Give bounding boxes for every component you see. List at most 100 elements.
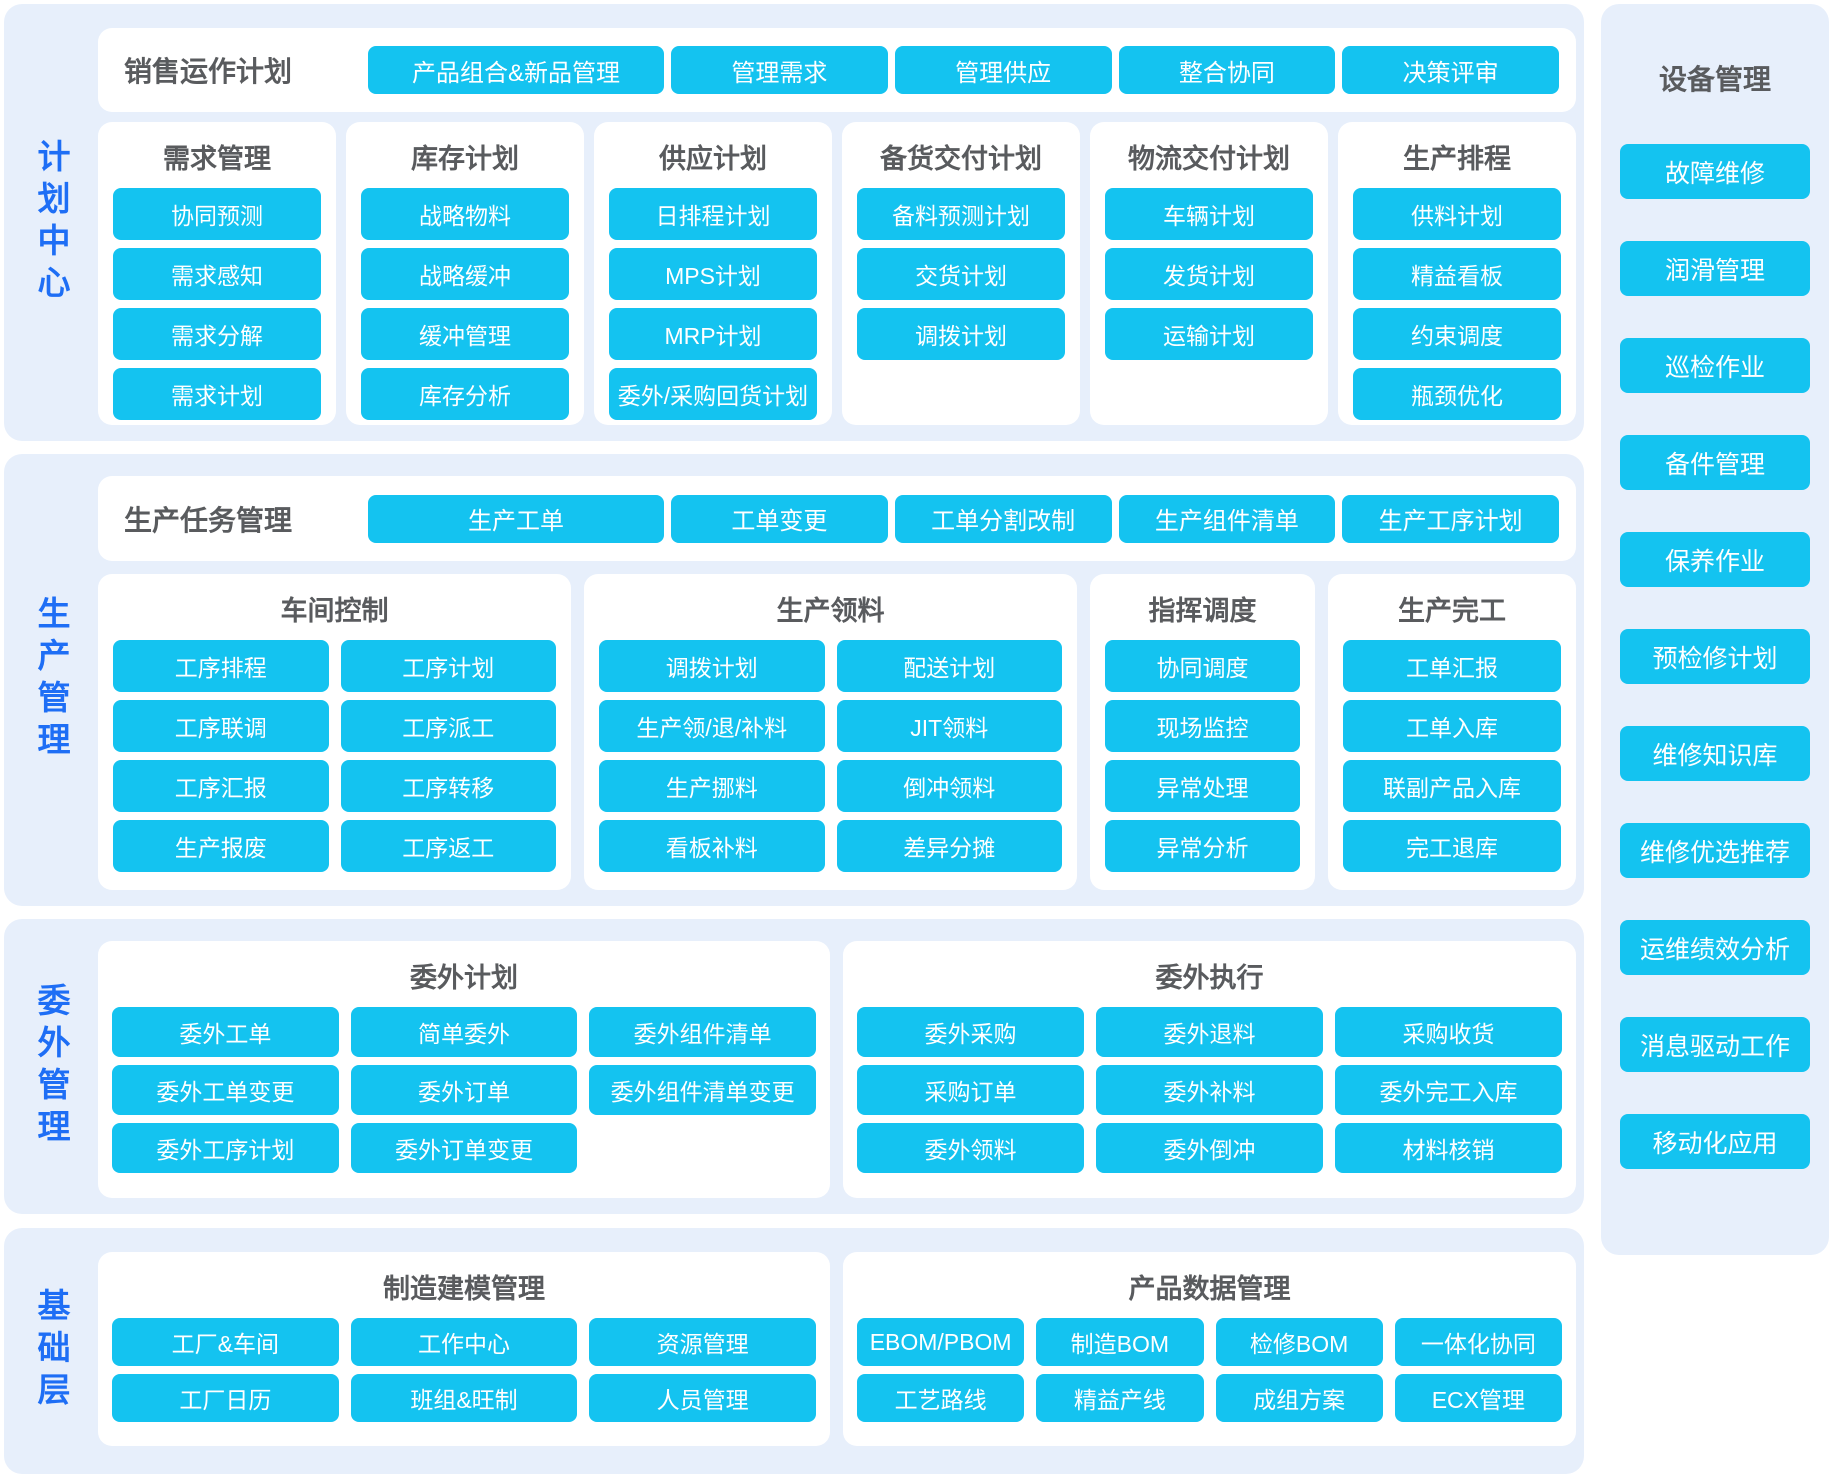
module-button[interactable]: 委外订单 [350, 1065, 578, 1115]
module-button[interactable]: 班组&旺制 [350, 1374, 578, 1422]
module-button[interactable]: 一体化协同 [1394, 1318, 1562, 1366]
module-button[interactable]: 运维绩效分析 [1620, 920, 1810, 975]
module-button[interactable]: 巡检作业 [1620, 338, 1810, 393]
module-button[interactable]: 倒冲领料 [836, 760, 1062, 812]
module-button[interactable]: 委外退料 [1096, 1007, 1323, 1057]
module-button[interactable]: 发货计划 [1105, 248, 1313, 300]
module-button[interactable]: 需求感知 [113, 248, 321, 300]
module-button[interactable]: 成组方案 [1215, 1374, 1383, 1422]
module-button[interactable]: 车辆计划 [1105, 188, 1313, 240]
module-button[interactable]: 工厂&车间 [112, 1318, 339, 1366]
module-button[interactable]: 交货计划 [857, 248, 1065, 300]
module-button[interactable]: 工序转移 [340, 760, 556, 812]
module-button[interactable]: 预检修计划 [1620, 629, 1810, 684]
module-button[interactable]: 润滑管理 [1620, 241, 1810, 296]
module-button[interactable]: 备件管理 [1620, 435, 1810, 490]
module-button[interactable]: 战略缓冲 [361, 248, 569, 300]
module-button[interactable]: 委外工单 [112, 1007, 339, 1057]
module-button[interactable]: 材料核销 [1335, 1123, 1562, 1173]
module-button[interactable]: 工单变更 [671, 494, 888, 543]
module-button[interactable]: 库存分析 [361, 368, 569, 420]
module-button[interactable]: 生产挪料 [599, 760, 825, 812]
module-button[interactable]: 需求分解 [113, 308, 321, 360]
module-button[interactable]: 约束调度 [1353, 308, 1561, 360]
module-button[interactable]: 调拨计划 [857, 308, 1065, 360]
module-button[interactable]: 委外/采购回货计划 [609, 368, 817, 420]
module-button[interactable]: MRP计划 [609, 308, 817, 360]
planning-columns-row: 需求管理 协同预测 需求感知 需求分解 需求计划 库存计划 战略物料 战略缓冲 缓冲管理库… [98, 122, 1576, 425]
module-button[interactable]: 检修BOM [1215, 1318, 1383, 1366]
module-button[interactable]: 委外工单变更 [112, 1065, 339, 1115]
module-button[interactable]: 维修优选推荐 [1620, 823, 1810, 878]
module-button[interactable]: 差异分摊 [836, 820, 1062, 872]
module-button[interactable]: 委外订单变更 [350, 1123, 578, 1173]
module-button[interactable]: 瓶颈优化 [1353, 368, 1561, 420]
module-button[interactable]: 委外采购 [857, 1007, 1084, 1057]
panel-demand-management: 需求管理 协同预测 需求感知 需求分解 需求计划 [98, 122, 336, 425]
module-button[interactable]: 采购收货 [1335, 1007, 1562, 1057]
module-button[interactable]: EBOM/PBOM [857, 1318, 1025, 1366]
module-button[interactable]: 异常分析 [1105, 820, 1300, 872]
module-button[interactable]: 委外倒冲 [1096, 1123, 1323, 1173]
module-button[interactable]: 人员管理 [589, 1374, 816, 1422]
module-button[interactable]: 工序派工 [340, 700, 556, 752]
module-button[interactable]: ECX管理 [1394, 1374, 1562, 1422]
module-button[interactable]: 故障维修 [1620, 144, 1810, 199]
module-button[interactable]: JIT领料 [836, 700, 1062, 752]
module-button[interactable]: 工单入库 [1343, 700, 1561, 752]
module-button[interactable]: 保养作业 [1620, 532, 1810, 587]
module-button[interactable]: 委外组件清单变更 [589, 1065, 816, 1115]
module-button[interactable]: 现场监控 [1105, 700, 1300, 752]
module-button[interactable]: 消息驱动工作 [1620, 1017, 1810, 1072]
module-button[interactable]: 日排程计划 [609, 188, 817, 240]
module-button[interactable]: 精益看板 [1353, 248, 1561, 300]
module-button[interactable]: 战略物料 [361, 188, 569, 240]
module-button[interactable]: 委外领料 [857, 1123, 1084, 1173]
module-button[interactable]: 联副产品入库 [1343, 760, 1561, 812]
module-button[interactable]: 工单汇报 [1343, 640, 1561, 692]
module-button[interactable]: 调拨计划 [599, 640, 825, 692]
module-button[interactable]: 生产领/退/补料 [599, 700, 825, 752]
module-button[interactable]: 管理需求 [671, 46, 888, 94]
module-button[interactable]: 产品组合&新品管理 [368, 46, 664, 94]
module-button[interactable]: 供料计划 [1353, 188, 1561, 240]
module-button[interactable]: 委外工序计划 [112, 1123, 339, 1173]
module-button[interactable]: 工序排程 [113, 640, 329, 692]
module-button[interactable]: 委外组件清单 [589, 1007, 816, 1057]
module-button[interactable]: 简单委外 [350, 1007, 578, 1057]
module-button[interactable]: 工序返工 [340, 820, 556, 872]
module-button[interactable]: 生产报废 [113, 820, 329, 872]
module-button[interactable]: 需求计划 [113, 368, 321, 420]
module-button[interactable]: 协同预测 [113, 188, 321, 240]
module-button[interactable]: 异常处理 [1105, 760, 1300, 812]
module-button[interactable]: 工单分割改制 [894, 494, 1112, 543]
module-button[interactable]: 移动化应用 [1620, 1114, 1810, 1169]
module-button[interactable]: 运输计划 [1105, 308, 1313, 360]
module-button[interactable]: 看板补料 [599, 820, 825, 872]
module-button[interactable]: 生产工单 [368, 494, 664, 543]
module-button[interactable]: 协同调度 [1105, 640, 1300, 692]
module-button[interactable]: 备料预测计划 [857, 188, 1065, 240]
module-button[interactable]: 制造BOM [1036, 1318, 1204, 1366]
module-button[interactable]: 维修知识库 [1620, 726, 1810, 781]
module-button[interactable]: 管理供应 [894, 46, 1112, 94]
module-button[interactable]: 工序联调 [113, 700, 329, 752]
module-button[interactable]: 生产组件清单 [1118, 494, 1336, 543]
module-button[interactable]: 资源管理 [589, 1318, 816, 1366]
module-button[interactable]: 配送计划 [836, 640, 1062, 692]
module-button[interactable]: 工序计划 [340, 640, 556, 692]
module-button[interactable]: 工作中心 [350, 1318, 578, 1366]
module-button[interactable]: 完工退库 [1343, 820, 1561, 872]
module-button[interactable]: 工序汇报 [113, 760, 329, 812]
module-button[interactable]: 决策评审 [1342, 46, 1559, 94]
module-button[interactable]: 生产工序计划 [1342, 494, 1559, 543]
module-button[interactable]: 工厂日历 [112, 1374, 339, 1422]
module-button[interactable]: 委外完工入库 [1335, 1065, 1562, 1115]
module-button[interactable]: 采购订单 [857, 1065, 1084, 1115]
module-button[interactable]: 整合协同 [1118, 46, 1336, 94]
module-button[interactable]: 委外补料 [1096, 1065, 1323, 1115]
module-button[interactable]: 精益产线 [1036, 1374, 1204, 1422]
module-button[interactable]: 缓冲管理 [361, 308, 569, 360]
module-button[interactable]: MPS计划 [609, 248, 817, 300]
module-button[interactable]: 工艺路线 [857, 1374, 1025, 1422]
